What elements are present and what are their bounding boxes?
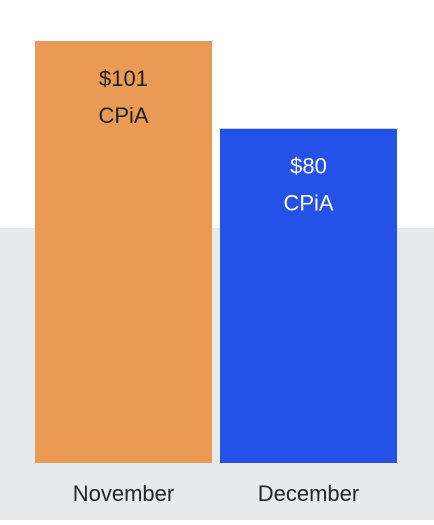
value-label-december-line-2: CPiA bbox=[283, 191, 333, 216]
category-label-december: December bbox=[258, 481, 359, 506]
value-labels-group: $101 CPiA $80 CPiA bbox=[98, 66, 333, 216]
value-label-november-line-1: $101 bbox=[99, 66, 148, 91]
bar-november bbox=[35, 41, 212, 463]
value-label-december-line-1: $80 bbox=[290, 154, 327, 179]
bars-group bbox=[35, 41, 397, 464]
value-label-november-line-2: CPiA bbox=[98, 103, 148, 128]
category-labels-group: November December bbox=[73, 481, 359, 506]
category-label-november: November bbox=[73, 481, 174, 506]
bar-december bbox=[220, 128, 397, 464]
